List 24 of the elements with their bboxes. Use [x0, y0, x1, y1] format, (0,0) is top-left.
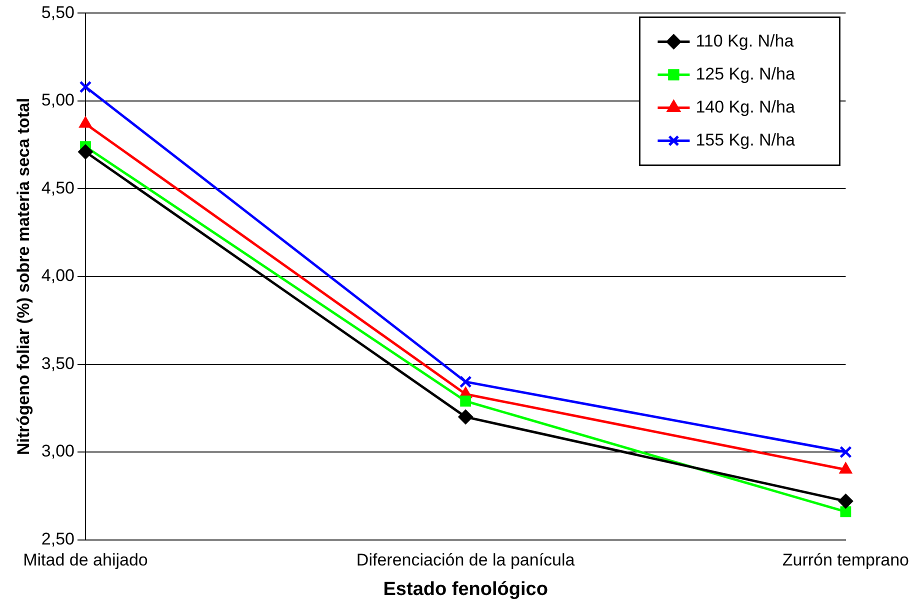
y-tick-label: 5,50	[41, 2, 74, 22]
point	[78, 144, 93, 160]
x-axis-title: Estado fenológico	[383, 578, 548, 600]
legend-label: 155 Kg. N/ha	[696, 130, 796, 150]
x-tick-label: Mitad de ahijado	[23, 550, 148, 570]
y-tick-label: 2,50	[41, 529, 74, 548]
y-tick-label: 4,50	[41, 178, 74, 198]
y-tick-label: 5,00	[41, 90, 74, 110]
legend-label: 125 Kg. N/ha	[696, 64, 796, 84]
point	[458, 409, 474, 424]
x-tick-label: Zurrón temprano	[782, 550, 910, 570]
point	[460, 396, 472, 407]
point	[459, 376, 472, 388]
point	[839, 446, 852, 458]
point	[838, 494, 854, 509]
y-tick-label: 4,00	[41, 266, 74, 286]
y-tick-label: 3,00	[41, 442, 74, 461]
legend-label: 110 Kg. N/ha	[696, 31, 794, 50]
y-tick-label: 3,50	[41, 354, 74, 373]
point	[79, 80, 92, 94]
legend-label: 140 Kg. N/ha	[696, 97, 796, 116]
point	[840, 506, 852, 518]
x-tick-label: Diferenciación de la panícula	[356, 550, 576, 570]
y-axis-title: Nitrógeno foliar (%) sobre materia seca total	[14, 98, 33, 456]
